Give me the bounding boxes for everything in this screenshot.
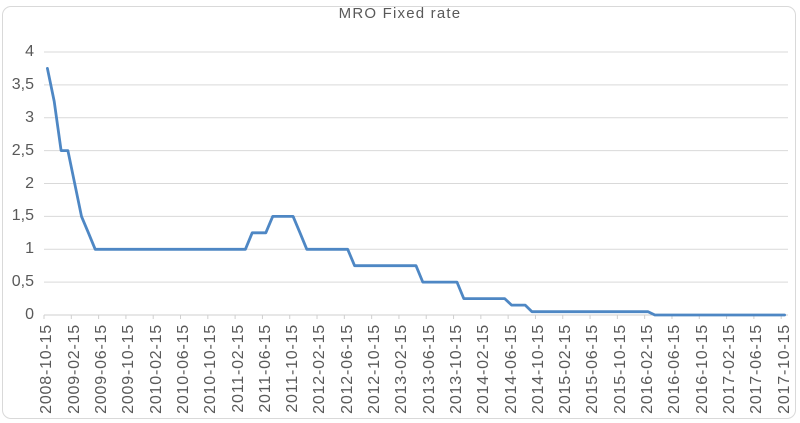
x-tick-label: 2016-02-15 (639, 324, 657, 414)
y-tick-label: 3 (25, 108, 34, 126)
x-tick-label: 2015-10-15 (611, 324, 629, 414)
x-tick-label: 2017-10-15 (775, 324, 793, 414)
x-tick-label: 2010-06-15 (174, 324, 192, 414)
x-tick-label: 2013-06-15 (420, 324, 438, 414)
x-tick-label: 2009-10-15 (120, 324, 138, 414)
y-tick-label: 4 (25, 43, 34, 60)
x-tick-label: 2015-02-15 (557, 324, 575, 414)
x-tick-label: 2010-02-15 (147, 324, 165, 414)
x-tick-label: 2009-02-15 (65, 324, 83, 414)
y-tick-label: 2 (25, 174, 34, 192)
x-tick-label: 2011-10-15 (284, 324, 302, 413)
x-tick-label: 2014-06-15 (502, 324, 520, 414)
x-tick-label: 2017-02-15 (720, 324, 738, 414)
y-tick-label: 2,5 (11, 141, 34, 159)
x-tick-label: 2008-10-15 (38, 324, 56, 414)
y-tick-label: 1 (25, 240, 34, 258)
x-tick-label: 2011-02-15 (229, 324, 247, 413)
x-tick-label: 2014-02-15 (475, 324, 493, 414)
x-tick-label: 2009-06-15 (93, 324, 111, 414)
x-tick-label: 2013-02-15 (393, 324, 411, 414)
x-tick-label: 2013-10-15 (447, 324, 465, 414)
x-tick-label: 2014-10-15 (529, 324, 547, 414)
x-tick-label: 2012-10-15 (366, 324, 384, 414)
x-tick-label: 2012-02-15 (311, 324, 329, 414)
x-tick-label: 2017-06-15 (748, 324, 766, 414)
x-tick-label: 2011-06-15 (256, 324, 274, 413)
y-tick-label: 0 (25, 306, 34, 323)
x-tick-label: 2016-10-15 (693, 324, 711, 414)
x-tick-label: 2016-06-15 (666, 324, 684, 414)
x-tick-label: 2015-06-15 (584, 324, 602, 414)
series-line (46, 67, 786, 317)
y-tick-label: 0,5 (11, 273, 34, 291)
chart-title: MRO Fixed rate (338, 5, 462, 22)
x-tick-label: 2012-06-15 (338, 324, 356, 414)
y-tick-label: 1,5 (11, 207, 34, 225)
x-tick-label: 2010-10-15 (202, 324, 220, 414)
y-tick-label: 3,5 (11, 75, 34, 93)
